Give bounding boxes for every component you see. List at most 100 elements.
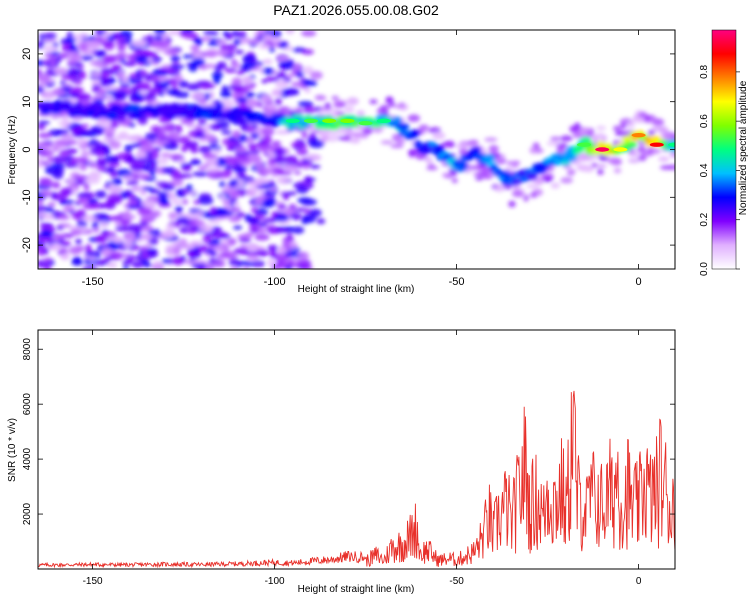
spectrogram-ridge-cell <box>236 117 248 124</box>
spectrogram-noise-cell <box>129 60 136 66</box>
spectrogram-noise-cell <box>95 157 107 166</box>
spectrogram-halo-cell <box>346 97 359 106</box>
spectrogram-noise-cell <box>88 172 102 180</box>
spectrogram-noise-cell <box>262 59 273 65</box>
spectrogram-peak-cell <box>649 142 664 147</box>
spectrogram-noise-cell <box>262 67 274 75</box>
spectrogram-noise-cell <box>243 232 256 237</box>
spectrogram-noise-cell <box>238 238 252 243</box>
spectrogram-noise-cell <box>47 201 57 207</box>
spectrogram-noise-cell <box>78 42 89 52</box>
x-tick-label: 0 <box>636 276 642 288</box>
y-tick-label: 2000 <box>22 502 33 525</box>
spectrogram-noise-cell <box>236 171 246 180</box>
spectrogram-noise-cell <box>283 164 298 172</box>
spectrogram-halo-cell <box>322 136 329 141</box>
spectrogram-noise-cell <box>144 132 158 141</box>
spectrogram-noise-cell <box>126 180 139 186</box>
spectrogram-noise-cell <box>150 125 162 132</box>
spectrogram-noise-cell <box>276 252 286 261</box>
spectrogram-ridge-cell <box>563 154 578 162</box>
spectrogram-noise-cell <box>139 190 147 196</box>
spectrogram-noise-cell <box>148 188 161 194</box>
spectrogram-noise-cell <box>44 206 54 213</box>
spectrogram-noise-cell <box>139 233 154 240</box>
spectrogram-noise-cell <box>282 193 289 201</box>
spectrogram-noise-cell <box>59 52 69 59</box>
spectrogram-noise-cell <box>76 219 88 229</box>
spectrogram-noise-cell <box>178 80 189 88</box>
colorbar-ticks: 0.0 0.2 0.4 0.6 0.8 <box>699 64 740 276</box>
spectrogram-noise-cell <box>190 44 200 51</box>
spectrogram-noise-cell <box>251 260 266 268</box>
spectrogram-noise-cell <box>43 257 53 263</box>
spectrogram-halo-cell <box>407 114 421 123</box>
spectrogram-noise-cell <box>152 152 160 160</box>
spectrogram-noise-cell <box>65 37 77 44</box>
spectrogram-noise-cell <box>105 129 116 134</box>
spectrogram-ridge-cell <box>89 102 99 111</box>
spectrogram-noise-cell <box>41 181 57 187</box>
spectrogram-halo-cell <box>349 137 361 144</box>
snr-series-line <box>38 390 675 569</box>
snr-y-label: SNR (10 * v/v) <box>7 418 18 482</box>
spectrogram-halo-cell <box>508 200 516 208</box>
spectrogram-halo-cell <box>442 172 452 179</box>
y-tick-label: 20 <box>21 48 33 60</box>
spectrogram-noise-cell <box>130 85 141 95</box>
spectrogram-noise-cell <box>201 236 212 243</box>
spectrogram-noise-cell <box>182 54 195 59</box>
spectrogram-noise-cell <box>137 117 148 125</box>
spectrogram-noise-cell <box>288 204 297 210</box>
spectrogram-noise-cell <box>277 203 286 210</box>
spectrogram-noise-cell <box>60 187 73 197</box>
spectrogram-noise-cell <box>276 176 292 185</box>
spectrogram-noise-cell <box>233 225 243 230</box>
spectrogram-noise-cell <box>78 93 92 102</box>
spectrogram-noise-cell <box>131 185 142 192</box>
spectrogram-noise-cell <box>300 198 317 206</box>
spectrogram-noise-cell <box>98 72 110 78</box>
spectrogram-noise-cell <box>153 80 160 87</box>
spectrogram-ridge-cell <box>105 112 119 121</box>
spectrogram-noise-cell <box>227 238 237 246</box>
spectrogram-noise-cell <box>94 98 104 105</box>
spectrogram-noise-cell <box>156 158 169 165</box>
spectrogram-noise-cell <box>49 59 57 67</box>
spectrogram-noise-cell <box>275 226 290 233</box>
spectrogram-noise-cell <box>124 144 133 153</box>
spectrogram-noise-cell <box>203 30 219 36</box>
spectrogram-noise-cell <box>234 146 247 152</box>
spectrogram-noise-cell <box>213 231 228 239</box>
spectrogram-halo-cell <box>579 164 591 172</box>
spectrogram-noise-cell <box>60 252 70 261</box>
spectrogram-noise-cell <box>275 130 291 135</box>
spectrogram-noise-cell <box>246 180 259 187</box>
snr-x-label: Height of straight line (km) <box>298 584 415 595</box>
spectrogram-halo-cell <box>612 125 622 132</box>
spectrogram-halo-cell <box>560 177 573 184</box>
spectrogram-noise-cell <box>110 155 120 164</box>
spectrogram-ridge-cell <box>482 154 496 162</box>
spectrogram-halo-cell <box>484 137 498 142</box>
spectrogram-noise-cell <box>213 259 226 268</box>
spectrogram-noise-cell <box>160 124 174 132</box>
spectrogram-noise-cell <box>187 249 196 257</box>
spectrogram-noise-cell <box>119 190 134 196</box>
spectrogram-noise-cell <box>303 79 310 85</box>
spectrogram-noise-cell <box>186 83 201 91</box>
spectrogram-noise-cell <box>145 51 158 59</box>
spectrogram-halo-cell <box>591 162 598 168</box>
spectrogram-noise-cell <box>297 101 314 108</box>
spectrogram-halo-cell <box>380 105 391 110</box>
spectrogram-noise-cell <box>157 191 169 200</box>
spectrogram-noise-cell <box>155 131 167 140</box>
spectrogram-ridge-cell <box>159 103 172 109</box>
spectrogram-noise-cell <box>149 170 156 177</box>
spectrogram-noise-cell <box>163 143 179 150</box>
spectrogram-noise-cell <box>139 245 149 252</box>
spectrogram-halo-cell <box>572 133 584 138</box>
spectrogram-noise-cell <box>47 243 63 251</box>
spectrogram-noise-cell <box>191 263 207 269</box>
spectrogram-noise-cell <box>55 233 66 240</box>
